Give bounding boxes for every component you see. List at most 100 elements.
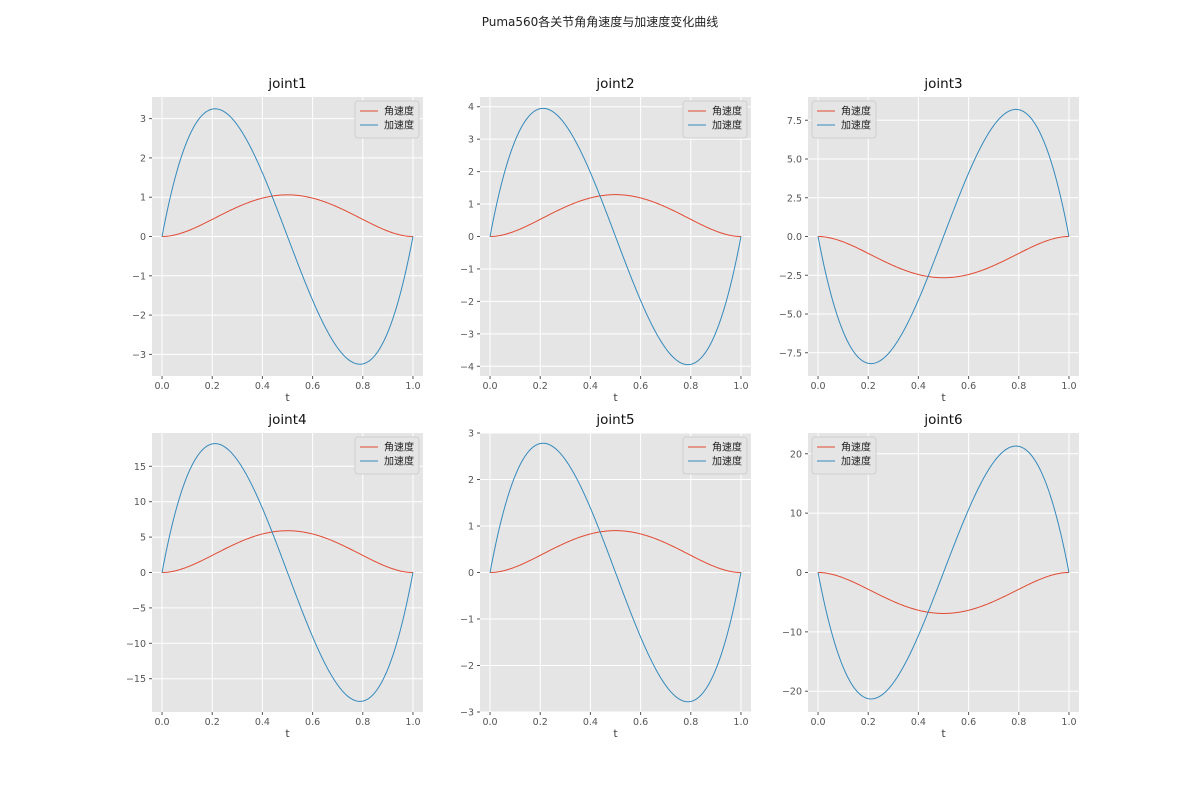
x-tick-label: 0.0 bbox=[810, 717, 825, 728]
y-tick-label: 4 bbox=[468, 102, 474, 113]
velocity-line bbox=[490, 530, 741, 573]
y-tick-label: −10 bbox=[782, 627, 802, 638]
x-tick-label: 0.0 bbox=[154, 381, 169, 392]
legend-entry: 角速度 bbox=[384, 105, 414, 118]
x-axis-label: t bbox=[941, 727, 946, 740]
legend-box bbox=[354, 100, 420, 139]
subplot-joint3: 0.0 0.2 0.4 0.6 0.8 1.0 −7.5 −5.0 −2.5 0.0 2.5 5.0 7… bbox=[779, 76, 1079, 404]
x-tick-label: 0.2 bbox=[861, 381, 876, 392]
y-tick-label: −2 bbox=[460, 297, 474, 308]
x-tick-label: 1.0 bbox=[733, 717, 748, 728]
y-tick-label: 20 bbox=[790, 449, 802, 460]
y-tick-label: 2 bbox=[468, 475, 474, 486]
x-tick-label: 0.6 bbox=[305, 717, 320, 728]
y-tick-label: −3 bbox=[132, 350, 146, 361]
x-tick-label: 0.4 bbox=[255, 717, 270, 728]
y-tick-label: 3 bbox=[468, 135, 474, 146]
y-tick-label: 5 bbox=[140, 533, 146, 544]
x-tick-label: 1.0 bbox=[733, 381, 748, 392]
y-tick-label: 0 bbox=[468, 232, 474, 243]
y-tick-label: 0 bbox=[140, 232, 146, 243]
acceleration-line bbox=[489, 442, 742, 703]
acceleration-line bbox=[161, 108, 414, 365]
x-tick-label: 0.2 bbox=[205, 381, 220, 392]
x-tick-label: 0.6 bbox=[633, 717, 648, 728]
velocity-line bbox=[162, 530, 413, 573]
legend-box bbox=[682, 100, 748, 139]
legend-box bbox=[811, 436, 877, 475]
subplot-title: joint4 bbox=[267, 412, 306, 428]
y-tick-label: 2.5 bbox=[787, 193, 802, 204]
subplot-joint1: 0.0 0.2 0.4 0.6 0.8 1.0 −3 −2 −1 0 1 2 3 joint1 t 角速度加速… bbox=[132, 76, 423, 404]
legend-entry: 加速度 bbox=[384, 119, 414, 132]
legend-entry: 加速度 bbox=[384, 455, 414, 468]
legend-box bbox=[811, 100, 877, 139]
legend-entry: 加速度 bbox=[712, 119, 742, 132]
velocity-line bbox=[162, 194, 413, 237]
x-axis-label: t bbox=[613, 391, 618, 404]
y-tick-label: −15 bbox=[126, 674, 146, 685]
legend-entry: 角速度 bbox=[841, 105, 871, 118]
y-tick-label: −1 bbox=[132, 271, 146, 282]
x-axis-label: t bbox=[285, 391, 290, 404]
y-tick-label: 0.0 bbox=[787, 232, 802, 243]
legend-entry: 加速度 bbox=[841, 455, 871, 468]
legend-box bbox=[682, 436, 748, 475]
x-tick-label: 1.0 bbox=[405, 717, 420, 728]
legend-entry: 角速度 bbox=[384, 441, 414, 454]
velocity-line bbox=[818, 236, 1069, 279]
acceleration-line bbox=[817, 445, 1070, 700]
y-tick-label: −20 bbox=[782, 687, 802, 698]
x-tick-label: 0.8 bbox=[683, 381, 698, 392]
velocity-line bbox=[818, 572, 1069, 614]
x-tick-label: 0.6 bbox=[961, 381, 976, 392]
subplot-title: joint6 bbox=[923, 412, 962, 428]
x-tick-label: 0.0 bbox=[482, 717, 497, 728]
y-tick-label: 0 bbox=[796, 568, 802, 579]
acceleration-line bbox=[817, 108, 1070, 365]
x-tick-label: 1.0 bbox=[1061, 717, 1076, 728]
acceleration-line bbox=[161, 443, 414, 702]
x-tick-label: 0.6 bbox=[633, 381, 648, 392]
y-tick-label: 7.5 bbox=[787, 116, 802, 127]
y-tick-label: −3 bbox=[460, 708, 474, 719]
acceleration-line bbox=[489, 107, 742, 366]
x-tick-label: 0.0 bbox=[810, 381, 825, 392]
subplot-joint6: 0.0 0.2 0.4 0.6 0.8 1.0 −20 −10 0 10 20 joint6 t 角速度加… bbox=[782, 412, 1079, 740]
x-tick-label: 1.0 bbox=[1061, 381, 1076, 392]
x-axis-label: t bbox=[941, 391, 946, 404]
subplot-title: joint3 bbox=[923, 76, 962, 92]
legend-entry: 角速度 bbox=[712, 105, 742, 118]
y-tick-label: 1 bbox=[468, 200, 474, 211]
x-tick-label: 0.2 bbox=[533, 717, 548, 728]
y-tick-label: −10 bbox=[126, 639, 146, 650]
x-tick-label: 1.0 bbox=[405, 381, 420, 392]
y-tick-label: −2 bbox=[132, 311, 146, 322]
subplot-title: joint2 bbox=[595, 76, 634, 92]
subplot-joint4: 0.0 0.2 0.4 0.6 0.8 1.0 −15 −10 −5 0 5 10 15 joint4 t 角… bbox=[126, 412, 423, 740]
x-tick-label: 0.8 bbox=[683, 717, 698, 728]
y-tick-label: 5.0 bbox=[787, 155, 802, 166]
x-tick-label: 0.2 bbox=[533, 381, 548, 392]
y-tick-label: −5 bbox=[132, 603, 146, 614]
y-tick-label: −1 bbox=[460, 615, 474, 626]
y-tick-label: 1 bbox=[468, 522, 474, 533]
x-tick-label: 0.4 bbox=[583, 381, 598, 392]
x-tick-label: 0.0 bbox=[482, 381, 497, 392]
x-tick-label: 0.6 bbox=[961, 717, 976, 728]
y-tick-label: 2 bbox=[468, 167, 474, 178]
x-tick-label: 0.8 bbox=[355, 381, 370, 392]
x-tick-label: 0.4 bbox=[911, 381, 926, 392]
y-tick-label: 10 bbox=[790, 509, 802, 520]
y-tick-label: 1 bbox=[140, 193, 146, 204]
legend-entry: 加速度 bbox=[712, 455, 742, 468]
y-tick-label: −4 bbox=[460, 362, 474, 373]
y-tick-label: 15 bbox=[134, 462, 146, 473]
y-tick-label: 3 bbox=[140, 114, 146, 125]
